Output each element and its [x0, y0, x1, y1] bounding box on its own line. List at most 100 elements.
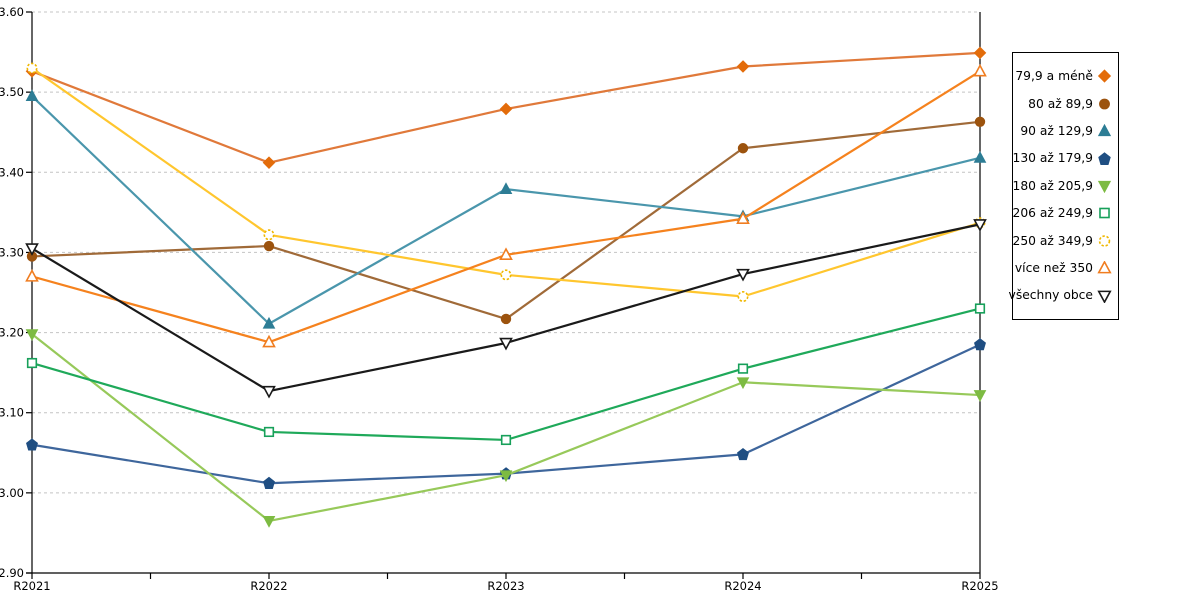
- legend-marker-diamond-icon: [1097, 69, 1112, 83]
- marker-diamond-icon: [973, 46, 987, 60]
- x-tick-label: R2025: [961, 579, 998, 593]
- marker-square-open-icon: [263, 426, 275, 438]
- marker-square-open-icon: [500, 434, 512, 446]
- marker-triangle-down-open-icon: [973, 219, 987, 232]
- legend-label: 206 až 249,9: [1012, 206, 1093, 221]
- series-8: [25, 219, 987, 399]
- series-line: [30, 307, 982, 442]
- marker-triangle-down-icon: [973, 390, 987, 402]
- marker-circle-icon: [1099, 98, 1110, 110]
- marker-circle-icon: [974, 116, 986, 127]
- series-line: [30, 95, 982, 325]
- marker-diamond-icon: [499, 102, 513, 116]
- x-tick-label: R2023: [487, 579, 524, 593]
- marker-triangle-up-open-icon: [262, 334, 276, 348]
- marker-circle-icon: [500, 313, 512, 325]
- marker-triangle-down-open-icon: [262, 385, 276, 399]
- legend-item: více než 350: [1014, 260, 1112, 275]
- marker-triangle-down-icon: [25, 329, 39, 342]
- marker-square-open-icon: [737, 363, 749, 374]
- y-tick-label: 3.50: [0, 85, 24, 99]
- marker-pentagon-icon: [974, 338, 986, 351]
- marker-triangle-up-icon: [499, 182, 513, 195]
- marker-square-open-icon: [1099, 208, 1110, 219]
- y-tick-label: 3.00: [0, 486, 24, 500]
- legend-label: všechny obce: [1008, 288, 1093, 303]
- legend-label: 90 až 129,9: [1020, 124, 1093, 139]
- series-line: [30, 343, 982, 485]
- marker-circle-open-icon: [500, 269, 512, 281]
- marker-circle-icon: [737, 143, 749, 154]
- marker-triangle-down-icon: [1097, 180, 1112, 193]
- legend: 79,9 a méně 80 až 89,9 90 až 129,9 130 až 1…: [1009, 52, 1119, 320]
- legend-marker-square-icon: [1099, 208, 1110, 219]
- legend-item: všechny obce: [1009, 289, 1112, 303]
- legend-label: 180 až 205,9: [1012, 178, 1093, 193]
- legend-item: 80 až 89,9: [1016, 97, 1112, 111]
- series-5: [26, 303, 986, 446]
- x-tick-label: R2021: [13, 579, 50, 593]
- marker-triangle-down-icon: [262, 516, 276, 528]
- marker-diamond-icon: [262, 156, 276, 169]
- marker-triangle-down-icon: [736, 377, 750, 390]
- legend-label: více než 350: [1014, 260, 1093, 275]
- marker-circle-icon: [263, 240, 275, 252]
- legend-label: 130 až 179,9: [1012, 151, 1093, 166]
- marker-triangle-up-icon: [25, 89, 39, 102]
- marker-pentagon-icon: [26, 438, 38, 451]
- legend-item: 90 až 129,9: [1016, 124, 1112, 138]
- marker-square-open-icon: [26, 357, 38, 369]
- y-tick-label: 3.10: [0, 406, 24, 420]
- x-tick-label: R2022: [250, 579, 287, 593]
- legend-marker-pentagon-icon: [1098, 151, 1111, 165]
- y-tick-label: 3.60: [0, 5, 24, 19]
- marker-circle-open-icon: [737, 291, 749, 303]
- legend-marker-circle-icon: [1098, 234, 1111, 247]
- marker-square-open-icon: [974, 303, 986, 314]
- marker-triangle-down-open-icon: [1097, 290, 1112, 303]
- marker-pentagon-icon: [1098, 151, 1111, 165]
- series-0: [25, 46, 987, 169]
- y-tick-label: 3.20: [0, 326, 24, 340]
- series-4: [25, 329, 987, 528]
- series-1: [26, 116, 986, 325]
- marker-triangle-up-open-icon: [25, 268, 39, 282]
- marker-diamond-icon: [1097, 69, 1112, 83]
- legend-marker-triangle-down-icon: [1097, 180, 1112, 193]
- marker-triangle-up-open-icon: [1097, 261, 1112, 274]
- y-tick-label: 3.30: [0, 245, 24, 259]
- legend-label: 79,9 a méně: [1015, 69, 1093, 84]
- x-tick-label: R2024: [724, 579, 761, 593]
- legend-marker-circle-icon: [1099, 98, 1110, 110]
- series-3: [26, 338, 986, 489]
- series-7: [25, 63, 987, 348]
- marker-diamond-icon: [736, 60, 750, 73]
- marker-triangle-up-icon: [1097, 124, 1112, 137]
- legend-item: 180 až 205,9: [1012, 178, 1112, 193]
- marker-circle-open-icon: [26, 62, 38, 74]
- marker-triangle-up-open-icon: [973, 63, 987, 77]
- legend-label: 80 až 89,9: [1028, 96, 1093, 111]
- marker-circle-open-icon: [263, 229, 275, 241]
- marker-triangle-up-icon: [262, 316, 276, 329]
- legend-marker-triangle-down-icon: [1097, 290, 1112, 303]
- marker-triangle-down-open-icon: [25, 243, 39, 256]
- legend-marker-triangle-up-icon: [1097, 124, 1112, 137]
- marker-triangle-up-open-icon: [736, 211, 750, 224]
- series-2: [25, 89, 987, 329]
- marker-pentagon-icon: [737, 447, 749, 461]
- marker-triangle-down-open-icon: [499, 337, 513, 351]
- marker-triangle-down-icon: [499, 470, 513, 483]
- y-tick-label: 2.90: [0, 566, 24, 580]
- marker-pentagon-icon: [263, 476, 275, 489]
- legend-item: 130 až 179,9: [1012, 151, 1112, 166]
- legend-item: 206 až 249,9: [1012, 206, 1112, 221]
- marker-triangle-up-open-icon: [499, 247, 513, 261]
- legend-item: 79,9 a méně: [1015, 69, 1112, 84]
- legend-label: 250 až 349,9: [1012, 233, 1093, 248]
- series-line: [30, 120, 982, 321]
- legend-item: 250 až 349,9: [1012, 233, 1112, 248]
- marker-triangle-down-open-icon: [736, 268, 750, 282]
- legend-marker-triangle-up-icon: [1097, 261, 1112, 274]
